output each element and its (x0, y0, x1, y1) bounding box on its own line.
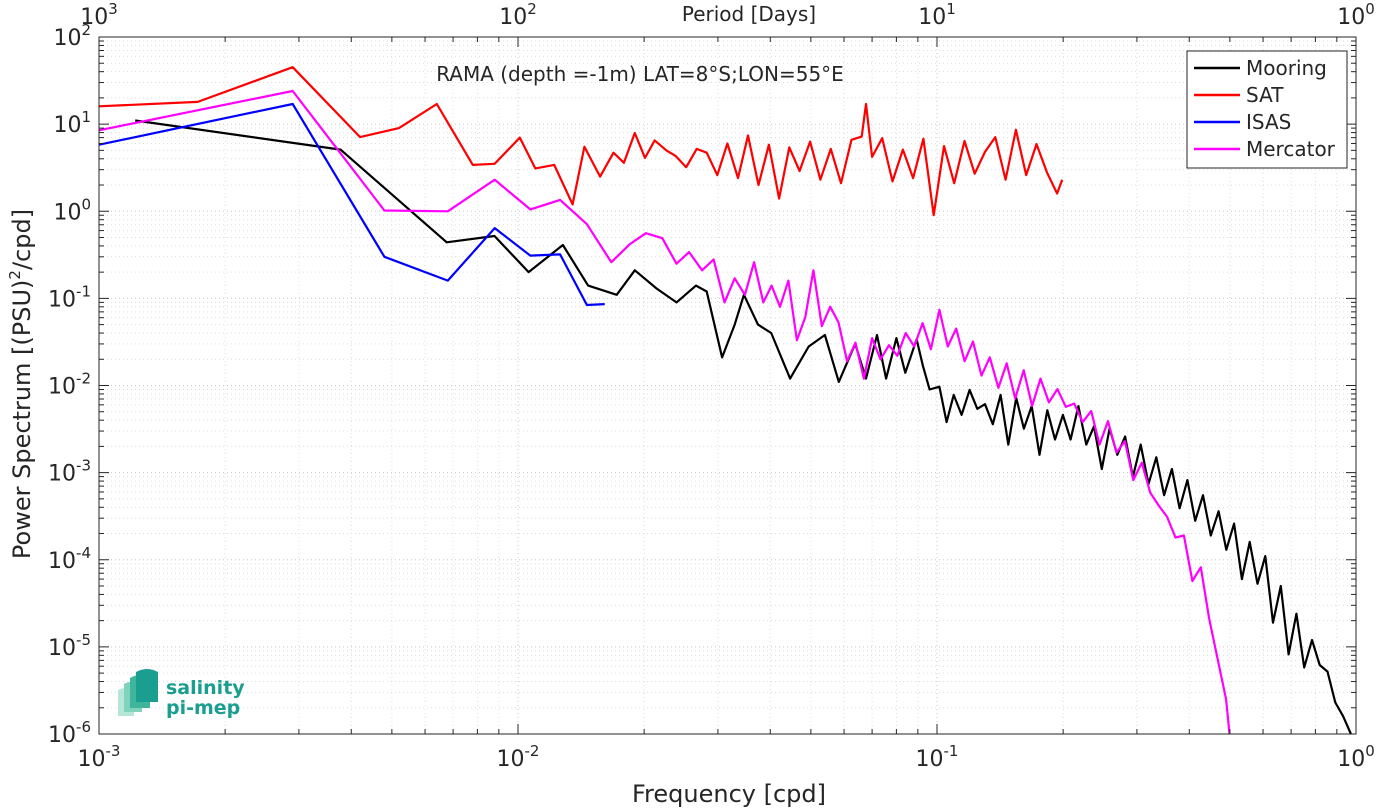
ticks-layer (98, 37, 1356, 735)
x2-tick-label-base: 10 (918, 5, 946, 30)
x-tick-label-base: 10 (916, 747, 944, 772)
x-tick-label-base: 10 (497, 747, 525, 772)
x2-tick-label-base: 10 (80, 5, 108, 30)
x-axis-title: Frequency [cpd] (632, 780, 826, 808)
x2-tick-label-exp: 0 (1365, 0, 1375, 18)
x-tick-label-exp: -2 (525, 742, 540, 760)
y-tick-label-base: 10 (53, 113, 81, 138)
y-tick-label-base: 10 (48, 462, 76, 487)
y-tick-label-base: 10 (53, 200, 81, 225)
legend-entries: Mooring SAT ISAS Mercator (1194, 56, 1336, 161)
y-tick-label-base: 10 (48, 375, 76, 400)
x-tick-label-exp: -3 (106, 742, 121, 760)
x2-axis-title: Period [Days] (682, 2, 816, 26)
x2-tick-label-exp: 1 (946, 0, 956, 18)
x2-tick-label: 102 (499, 0, 537, 30)
y-tick-label: 10-2 (48, 370, 91, 400)
y-tick-label-exp: -6 (76, 718, 91, 736)
y-tick-label: 102 (53, 21, 91, 51)
x2-tick-label-base: 10 (499, 5, 527, 30)
x2-tick-label: 100 (1337, 0, 1375, 30)
grid-minor (99, 37, 1356, 734)
y-tick-label-base: 10 (48, 287, 76, 312)
legend-label-mercator: Mercator (1246, 137, 1336, 161)
y-tick-label-exp: -3 (76, 457, 91, 475)
y-tick-label-base: 10 (48, 636, 76, 661)
x2-tick-label: 101 (918, 0, 956, 30)
x-tick-label: 10-3 (78, 742, 121, 772)
y-tick-label: 10-6 (48, 718, 91, 748)
y-axis-title: Power Spectrum [(PSU)2/cpd] (6, 209, 36, 559)
chart-title: RAMA (depth =-1m) LAT=8°S;LON=55°E (436, 62, 844, 86)
y-tick-label-exp: -4 (76, 544, 91, 562)
x-tick-label-base: 10 (78, 747, 106, 772)
series-line-isas (99, 102, 605, 307)
y-tick-label-exp: 0 (81, 195, 91, 213)
logo-text-line1: salinity (166, 677, 245, 699)
y-tick-label-base: 10 (53, 26, 81, 51)
y-tick-label-base: 10 (48, 549, 76, 574)
y-tick-label-exp: 2 (81, 21, 91, 39)
y-axis-title-tail: /cpd] (8, 209, 36, 270)
logo-text-line2: pi-mep (166, 697, 240, 719)
x-tick-label-exp: -1 (944, 742, 959, 760)
series-line-mercator (99, 89, 1231, 734)
logo-mark-icon (118, 669, 158, 716)
y-tick-label: 10-5 (48, 631, 91, 661)
y-tick-label-exp: 1 (81, 108, 91, 126)
x-tick-label: 10-1 (916, 742, 959, 772)
legend: Mooring SAT ISAS Mercator (1186, 50, 1348, 169)
y-tick-label-exp: -1 (76, 282, 91, 300)
y-tick-label-exp: -5 (76, 631, 91, 649)
series-line-mooring (135, 119, 1353, 734)
x-tick-label: 10-2 (497, 742, 540, 772)
x2-tick-label-base: 10 (1337, 5, 1365, 30)
x-tick-label-exp: 0 (1365, 742, 1375, 760)
x2-tick-label-exp: 3 (108, 0, 118, 18)
series-layer (99, 66, 1353, 734)
y-tick-label: 101 (53, 108, 91, 138)
grid-major (99, 37, 1356, 734)
y-tick-label: 10-1 (48, 282, 91, 312)
y-tick-label: 10-3 (48, 457, 91, 487)
y-tick-label-exp: -2 (76, 370, 91, 388)
y-axis-title-exp: 2 (6, 270, 24, 280)
y-axis-title-main: Power Spectrum [(PSU) (8, 280, 36, 559)
salinity-pi-mep-logo: salinity pi-mep (118, 669, 245, 719)
legend-label-mooring: Mooring (1246, 56, 1327, 80)
y-tick-label: 100 (53, 195, 91, 225)
legend-label-isas: ISAS (1246, 110, 1291, 134)
x2-tick-label-exp: 2 (527, 0, 537, 18)
legend-label-sat: SAT (1246, 83, 1284, 107)
y-tick-label: 10-4 (48, 544, 91, 574)
series-line-sat (99, 66, 1064, 217)
x-tick-label-base: 10 (1337, 747, 1365, 772)
x-tick-label: 100 (1337, 742, 1375, 772)
y-tick-label-base: 10 (48, 723, 76, 748)
x2-tick-label: 103 (80, 0, 118, 30)
